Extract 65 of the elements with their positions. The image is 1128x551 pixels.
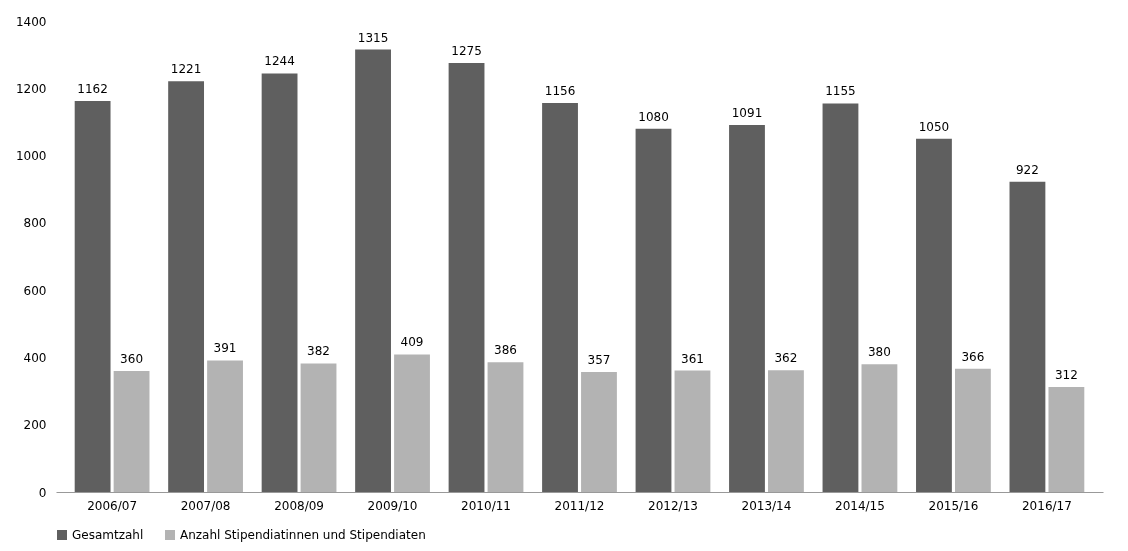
data-label: 1275 (451, 44, 482, 59)
data-label: 386 (494, 343, 517, 358)
bar (394, 354, 430, 492)
bar (168, 81, 205, 492)
data-label: 312 (1054, 368, 1078, 383)
data-label: 380 (867, 345, 891, 360)
bar (207, 360, 243, 492)
data-label: 1155 (825, 84, 856, 99)
bar (487, 362, 524, 492)
bar (448, 63, 485, 492)
bar (300, 363, 337, 492)
x-tick-label: 2008/09 (274, 498, 324, 513)
bar (916, 138, 952, 492)
y-tick-label: 0 (38, 485, 47, 500)
y-tick-label: 800 (23, 216, 47, 231)
y-tick-label: 1400 (15, 14, 47, 29)
data-label: 362 (774, 351, 798, 366)
data-label: 366 (961, 349, 985, 364)
bar (635, 128, 672, 492)
data-label: 922 (1015, 162, 1039, 177)
bar (113, 370, 150, 492)
bar (581, 371, 617, 492)
bar (861, 364, 898, 492)
data-label: 1244 (264, 54, 295, 69)
data-label: 382 (307, 344, 330, 359)
legend-label: Anzahl Stipendiatinnen und Stipendiaten (180, 528, 426, 542)
bar (674, 370, 711, 492)
x-tick-label: 2011/12 (554, 498, 605, 513)
y-tick-label: 400 (23, 350, 47, 365)
x-tick-label: 2012/13 (648, 498, 698, 513)
data-label: 1091 (731, 105, 763, 120)
y-tick-label: 200 (23, 418, 47, 433)
x-tick-label: 2010/11 (461, 498, 511, 513)
y-tick-label: 1000 (15, 149, 47, 164)
bar (261, 73, 298, 492)
bar (954, 368, 991, 492)
x-tick-label: 2014/15 (835, 498, 885, 513)
y-tick-label: 600 (23, 283, 47, 298)
x-tick-label: 2006/07 (87, 498, 138, 513)
data-label: 1315 (357, 30, 389, 45)
data-label: 1080 (638, 109, 669, 124)
x-tick-label: 2007/08 (180, 498, 231, 513)
data-label: 1156 (544, 84, 576, 99)
bar (729, 124, 765, 492)
x-tick-label: 2016/17 (1021, 498, 1072, 513)
data-label: 361 (681, 351, 704, 366)
data-label: 360 (120, 351, 144, 366)
bar (1009, 181, 1046, 492)
x-tick-label: 2009/10 (367, 498, 418, 513)
data-label: 1221 (170, 62, 202, 77)
bar (74, 101, 111, 492)
data-label: 1162 (77, 82, 108, 97)
bar (542, 103, 578, 492)
data-label: 357 (587, 352, 611, 367)
x-tick-label: 2015/16 (928, 498, 979, 513)
bar (1048, 387, 1085, 492)
data-label: 391 (213, 341, 237, 356)
data-label: 409 (400, 335, 424, 350)
y-tick-label: 1200 (15, 81, 47, 96)
x-tick-label: 2013/14 (741, 498, 792, 513)
bar (768, 370, 804, 492)
bar (355, 49, 391, 492)
data-label: 1050 (918, 119, 950, 134)
bar (822, 103, 859, 492)
legend-label: Gesamtzahl (72, 528, 144, 542)
